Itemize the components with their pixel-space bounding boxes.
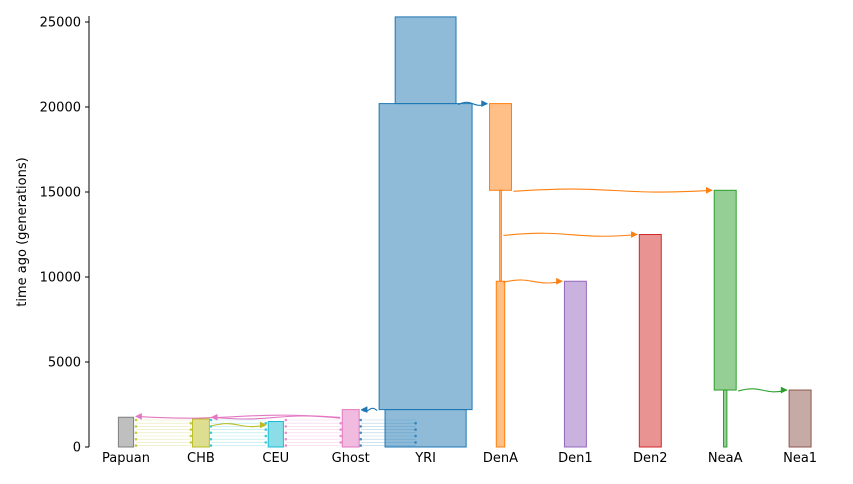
migration-dot-papuan-chb bbox=[134, 444, 138, 447]
migration-dot-papuan-chb bbox=[189, 428, 193, 431]
migration-dot-papuan-chb bbox=[134, 418, 138, 422]
deme-epoch-neaa bbox=[723, 389, 728, 448]
x-tick-label-dena: DenA bbox=[483, 451, 518, 466]
migration-dot-chb-ceu bbox=[209, 418, 213, 422]
migration-dot-chb-ceu bbox=[264, 428, 268, 431]
ancestry-arrowhead-yri-ghost bbox=[360, 406, 368, 414]
deme-epoch-ceu bbox=[267, 421, 284, 448]
deme-epoch-nea1 bbox=[788, 389, 812, 448]
deme-epoch-den1 bbox=[563, 280, 587, 448]
migration-dot-ghost-yri bbox=[359, 444, 363, 447]
deme-epoch-dena bbox=[495, 280, 506, 448]
migration-dot-ceu-ghost bbox=[284, 444, 288, 447]
y-tick-label: 15000 bbox=[40, 186, 81, 201]
deme-papuan bbox=[117, 416, 135, 448]
y-tick-label: 10000 bbox=[40, 271, 81, 286]
migration-dot-ceu-ghost bbox=[339, 421, 343, 425]
ancestry-arrow-neaa-nea1 bbox=[738, 388, 788, 393]
deme-den2 bbox=[638, 234, 662, 448]
y-tick-label: 25000 bbox=[40, 16, 81, 31]
migration-dot-ceu-ghost bbox=[284, 425, 288, 428]
migration-dot-papuan-chb bbox=[189, 441, 193, 444]
deme-epoch-yri bbox=[394, 16, 457, 105]
deme-epoch-chb bbox=[191, 418, 210, 448]
migration-dot-ghost-yri bbox=[359, 431, 363, 435]
migration-dot-ghost-yri bbox=[359, 437, 363, 441]
migration-dot-papuan-chb bbox=[134, 437, 138, 441]
x-tick-label-ceu: CEU bbox=[262, 451, 289, 466]
y-tick-label: 20000 bbox=[40, 101, 81, 116]
demes-group bbox=[117, 16, 812, 448]
migration-dot-papuan-chb bbox=[189, 434, 193, 438]
migration-dot-chb-ceu bbox=[264, 421, 268, 425]
deme-epoch-yri bbox=[378, 103, 473, 411]
deme-ceu bbox=[267, 421, 284, 448]
x-tick-label-chb: CHB bbox=[187, 451, 215, 466]
ancestry-arrow-dena-den2 bbox=[503, 232, 638, 237]
deme-dena bbox=[489, 103, 512, 448]
deme-ghost bbox=[341, 409, 360, 448]
ancestry-arrow-dena-neaa bbox=[513, 188, 713, 193]
y-axis-label: time ago (generations) bbox=[15, 157, 30, 306]
ancestry-arrowhead-chb-ceu bbox=[259, 421, 267, 429]
x-tick-label-ghost: Ghost bbox=[332, 451, 370, 466]
deme-epoch-papuan bbox=[117, 416, 135, 448]
migration-dot-papuan-chb bbox=[134, 425, 138, 428]
migration-dot-ceu-ghost bbox=[339, 428, 343, 431]
deme-neaa bbox=[713, 189, 737, 448]
ancestry-arrowhead-ghost-papuan bbox=[135, 412, 142, 420]
axes-group: 0 5000 10000 15000 20000 25000 Papuan CHB CEU Gho… bbox=[40, 16, 817, 467]
x-tick-label-neaa: NeaA bbox=[708, 451, 743, 466]
ancestry-arrowhead-dena-neaa bbox=[705, 186, 713, 194]
y-tick-label: 0 bbox=[73, 441, 81, 456]
ancestry-arrowhead-neaa-nea1 bbox=[780, 386, 788, 394]
deme-epoch-dena bbox=[489, 103, 512, 191]
migration-dot-papuan-chb bbox=[134, 431, 138, 435]
migration-dot-chb-ceu bbox=[209, 444, 213, 447]
x-tick-label-den2: Den2 bbox=[633, 451, 668, 466]
deme-epoch-yri bbox=[384, 409, 467, 448]
migration-dot-chb-ceu bbox=[264, 441, 268, 444]
migration-dot-ceu-ghost bbox=[339, 441, 343, 444]
x-tick-label-nea1: Nea1 bbox=[783, 451, 817, 466]
migration-dot-ceu-ghost bbox=[284, 437, 288, 441]
migration-dot-ceu-ghost bbox=[284, 431, 288, 435]
deme-epoch-dena bbox=[499, 189, 502, 282]
deme-chb bbox=[191, 418, 210, 448]
deme-yri bbox=[378, 16, 473, 448]
migration-dot-chb-ceu bbox=[209, 431, 213, 435]
deme-nea1 bbox=[788, 389, 812, 448]
migration-dot-ghost-yri bbox=[359, 425, 363, 428]
migration-dot-ceu-ghost bbox=[339, 434, 343, 438]
ancestry-arrowhead-dena-den2 bbox=[631, 231, 638, 238]
ancestry-arrows-group bbox=[135, 100, 788, 429]
ancestry-arrowhead-dena-den1 bbox=[556, 277, 563, 285]
migration-dot-chb-ceu bbox=[264, 434, 268, 438]
y-tick-label: 5000 bbox=[48, 356, 81, 371]
ancestry-arrow-dena-den1 bbox=[503, 279, 563, 284]
ancestry-arrowhead-ghost-chb bbox=[210, 413, 218, 421]
deme-epoch-ghost bbox=[341, 409, 360, 448]
deme-epoch-neaa bbox=[713, 189, 737, 391]
ancestry-arrow-ghost-chb bbox=[211, 415, 341, 420]
ancestry-arrow-chb-ceu bbox=[211, 423, 267, 428]
migration-dot-ceu-ghost bbox=[284, 418, 288, 422]
x-tick-label-den1: Den1 bbox=[558, 451, 593, 466]
migration-dot-chb-ceu bbox=[209, 437, 213, 441]
x-tick-label-papuan: Papuan bbox=[102, 451, 150, 466]
migration-dot-papuan-chb bbox=[189, 421, 193, 425]
deme-epoch-den2 bbox=[638, 234, 662, 448]
ancestry-arrowhead-yri-dena bbox=[481, 100, 489, 108]
deme-den1 bbox=[563, 280, 587, 448]
x-tick-label-yri: YRI bbox=[414, 451, 436, 466]
migration-dot-ghost-yri bbox=[359, 418, 363, 422]
